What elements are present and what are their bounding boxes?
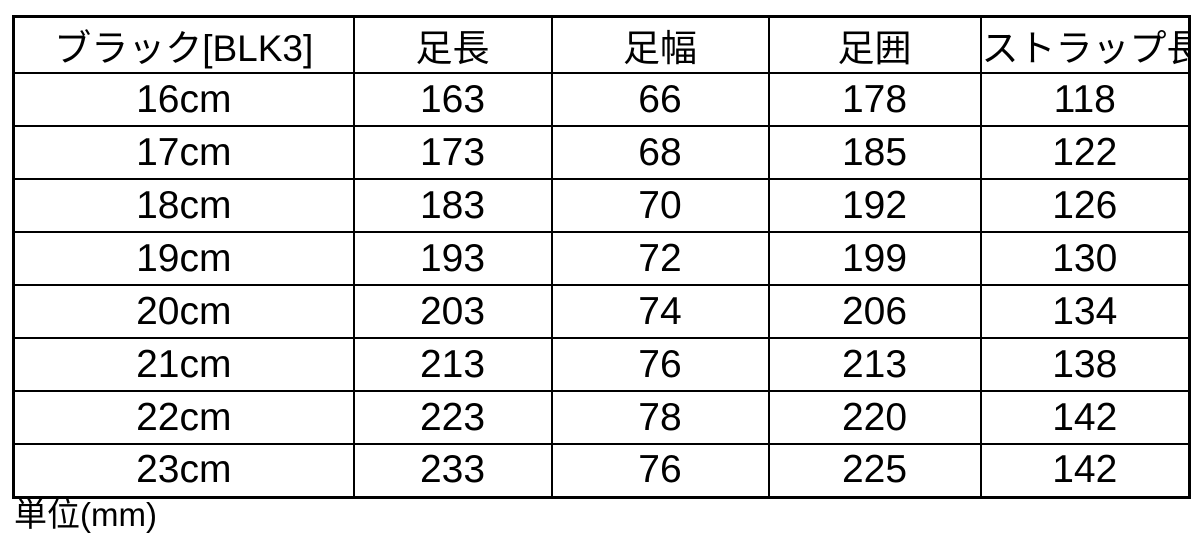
value-cell: 225 bbox=[767, 443, 982, 498]
table-row-19cm: 19cm 193 72 199 130 bbox=[12, 231, 1191, 286]
size-cell: 21cm bbox=[12, 337, 355, 392]
value-cell: 199 bbox=[767, 231, 982, 286]
value-cell: 233 bbox=[352, 443, 553, 498]
value-cell: 220 bbox=[767, 390, 982, 445]
column-header-foot-width: 足幅 bbox=[550, 15, 770, 74]
unit-note-label: 単位(mm) bbox=[14, 496, 157, 533]
value-cell: 118 bbox=[979, 72, 1191, 127]
value-cell: 130 bbox=[979, 231, 1191, 286]
table-row-23cm: 23cm 233 76 225 142 bbox=[12, 443, 1191, 498]
value-cell: 68 bbox=[550, 125, 770, 180]
size-cell: 17cm bbox=[12, 125, 355, 180]
table-row-18cm: 18cm 183 70 192 126 bbox=[12, 178, 1191, 233]
value-cell: 183 bbox=[352, 178, 553, 233]
value-cell: 126 bbox=[979, 178, 1191, 233]
value-cell: 74 bbox=[550, 284, 770, 339]
value-cell: 122 bbox=[979, 125, 1191, 180]
value-cell: 223 bbox=[352, 390, 553, 445]
value-cell: 66 bbox=[550, 72, 770, 127]
size-chart-table: ブラック[BLK3] 足長 足幅 足囲 ストラップ長 16cm 163 66 1… bbox=[12, 15, 1191, 499]
value-cell: 192 bbox=[767, 178, 982, 233]
column-header-color-variant: ブラック[BLK3] bbox=[12, 15, 355, 74]
value-cell: 206 bbox=[767, 284, 982, 339]
size-cell: 16cm bbox=[12, 72, 355, 127]
size-chart-header-row: ブラック[BLK3] 足長 足幅 足囲 ストラップ長 bbox=[12, 15, 1191, 74]
value-cell: 178 bbox=[767, 72, 982, 127]
value-cell: 185 bbox=[767, 125, 982, 180]
column-header-foot-girth: 足囲 bbox=[767, 15, 982, 74]
value-cell: 213 bbox=[352, 337, 553, 392]
value-cell: 173 bbox=[352, 125, 553, 180]
value-cell: 78 bbox=[550, 390, 770, 445]
table-row-16cm: 16cm 163 66 178 118 bbox=[12, 72, 1191, 127]
value-cell: 142 bbox=[979, 390, 1191, 445]
size-cell: 22cm bbox=[12, 390, 355, 445]
size-cell: 19cm bbox=[12, 231, 355, 286]
column-header-foot-length: 足長 bbox=[352, 15, 553, 74]
size-cell: 23cm bbox=[12, 443, 355, 498]
table-row-17cm: 17cm 173 68 185 122 bbox=[12, 125, 1191, 180]
value-cell: 138 bbox=[979, 337, 1191, 392]
value-cell: 213 bbox=[767, 337, 982, 392]
value-cell: 163 bbox=[352, 72, 553, 127]
value-cell: 142 bbox=[979, 443, 1191, 498]
column-header-strap-length: ストラップ長 bbox=[979, 15, 1191, 74]
table-row-21cm: 21cm 213 76 213 138 bbox=[12, 337, 1191, 392]
size-cell: 20cm bbox=[12, 284, 355, 339]
value-cell: 76 bbox=[550, 337, 770, 392]
table-row-22cm: 22cm 223 78 220 142 bbox=[12, 390, 1191, 445]
size-cell: 18cm bbox=[12, 178, 355, 233]
value-cell: 203 bbox=[352, 284, 553, 339]
value-cell: 134 bbox=[979, 284, 1191, 339]
value-cell: 76 bbox=[550, 443, 770, 498]
value-cell: 70 bbox=[550, 178, 770, 233]
value-cell: 72 bbox=[550, 231, 770, 286]
value-cell: 193 bbox=[352, 231, 553, 286]
table-row-20cm: 20cm 203 74 206 134 bbox=[12, 284, 1191, 339]
